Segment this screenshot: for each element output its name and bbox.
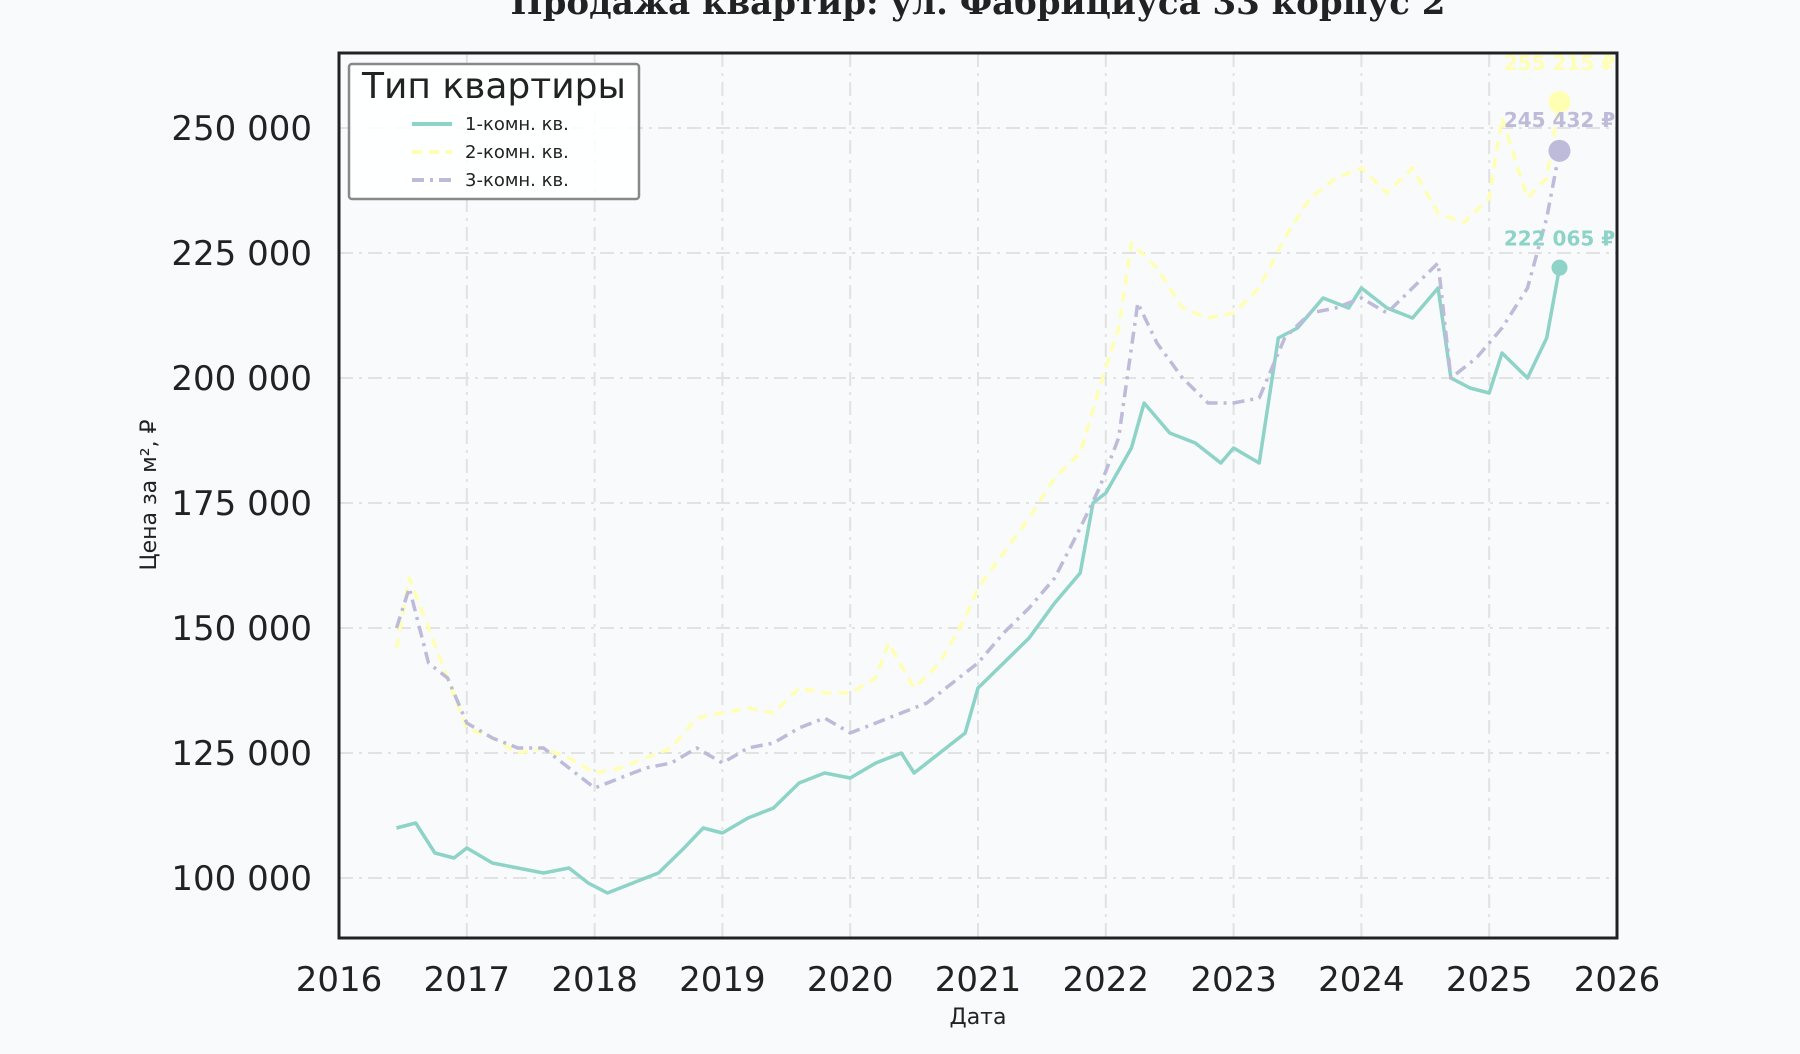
y-tick-label: 125 000 — [171, 734, 312, 774]
y-tick-label: 150 000 — [171, 609, 312, 649]
legend: Тип квартиры 1-комн. кв. 2-комн. кв. 3-ком… — [347, 62, 641, 201]
x-tick-label: 2018 — [551, 960, 638, 1000]
y-tick-label: 225 000 — [171, 234, 312, 274]
end-point-1 — [1551, 259, 1568, 276]
legend-label-2: 2-комн. кв. — [465, 142, 569, 163]
legend-label-1: 1-комн. кв. — [465, 114, 569, 135]
end-markers: 222 065 ₽ 255 215 ₽ 245 432 ₽ — [1504, 51, 1615, 276]
chart-title: Продажа квартир: ул. Фабрициуса 33 корпу… — [511, 0, 1446, 23]
end-value-label-1: 222 065 ₽ — [1504, 227, 1615, 251]
legend-title: Тип квартиры — [361, 66, 626, 107]
y-axis-ticks: 100 000 125 000 150 000 175 000 200 000 225 0… — [171, 109, 312, 899]
y-tick-label: 175 000 — [171, 484, 312, 524]
legend-label-3: 3-комн. кв. — [465, 170, 569, 191]
end-value-label-2: 255 215 ₽ — [1504, 51, 1615, 75]
x-tick-label: 2026 — [1574, 960, 1661, 1000]
x-tick-label: 2022 — [1063, 960, 1150, 1000]
x-tick-label: 2017 — [424, 960, 511, 1000]
x-tick-label: 2016 — [296, 960, 383, 1000]
y-tick-label: 250 000 — [171, 109, 312, 149]
legend-box — [347, 62, 641, 201]
x-tick-label: 2020 — [807, 960, 894, 1000]
y-tick-label: 200 000 — [171, 359, 312, 399]
series-line-3 — [394, 150, 1562, 790]
series-lines — [394, 101, 1562, 895]
x-axis-label: Дата — [950, 1005, 1007, 1030]
legend-entries: 1-комн. кв. 2-комн. кв. 3-комн. кв. — [412, 114, 569, 191]
y-tick-label: 100 000 — [171, 859, 312, 899]
x-tick-label: 2023 — [1190, 960, 1277, 1000]
x-axis-ticks: 2016 2017 2018 2019 2020 2021 2022 2023 2024 2025… — [296, 960, 1661, 1000]
end-point-3 — [1548, 139, 1571, 162]
x-tick-label: 2025 — [1446, 960, 1533, 1000]
y-axis-label: Цена за м², ₽ — [137, 419, 162, 570]
plot-frame — [337, 51, 1619, 940]
x-tick-label: 2021 — [935, 960, 1022, 1000]
x-tick-label: 2024 — [1318, 960, 1405, 1000]
series-line-1 — [396, 267, 1562, 895]
end-value-label-3: 245 432 ₽ — [1504, 108, 1615, 132]
x-tick-label: 2019 — [679, 960, 766, 1000]
end-point-2 — [1548, 90, 1571, 113]
